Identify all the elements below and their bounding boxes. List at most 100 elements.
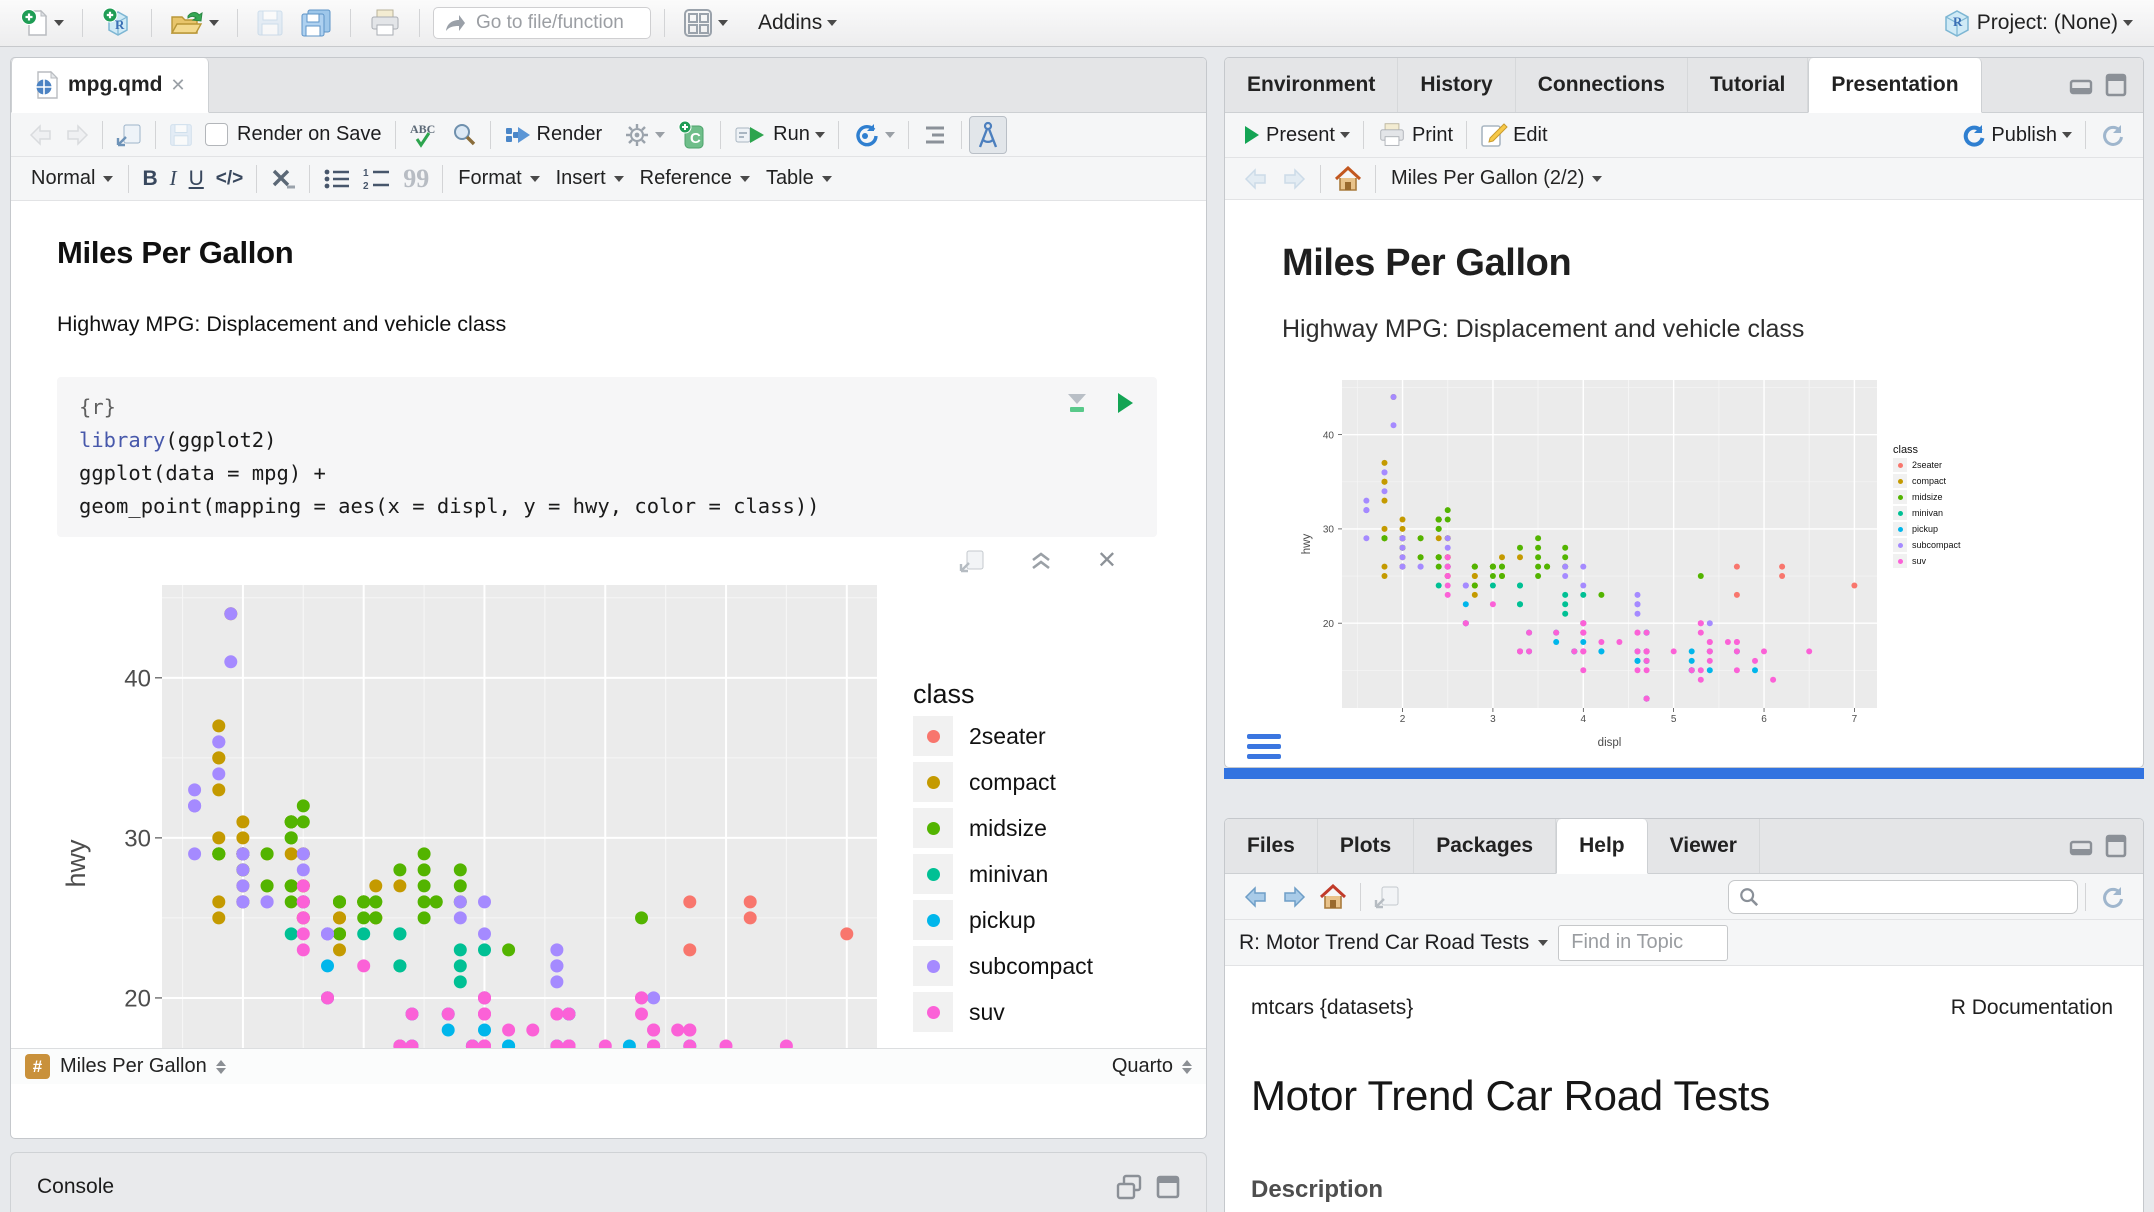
console-maximize-icon[interactable] bbox=[1156, 1175, 1180, 1199]
updown-icon bbox=[1182, 1060, 1192, 1074]
tab-tutorial[interactable]: Tutorial bbox=[1688, 58, 1808, 112]
pane-layout-button[interactable] bbox=[678, 5, 733, 41]
run-button[interactable]: Run bbox=[728, 119, 831, 151]
help-search-box[interactable] bbox=[1728, 880, 2078, 914]
slide-home-button[interactable] bbox=[1328, 162, 1368, 196]
render-on-save-checkbox[interactable]: Render on Save bbox=[199, 119, 388, 150]
project-menu[interactable]: R Project: (None) bbox=[1937, 5, 2138, 41]
blockquote-button[interactable]: 99 bbox=[397, 160, 435, 198]
visual-editor-toggle[interactable] bbox=[969, 116, 1007, 154]
collapse-output-icon[interactable] bbox=[1029, 550, 1053, 572]
save-all-button[interactable] bbox=[295, 5, 337, 41]
print-presentation-button[interactable]: Print bbox=[1371, 118, 1459, 152]
paragraph-style-menu[interactable]: Normal bbox=[23, 164, 121, 193]
toolbar-separator bbox=[961, 121, 962, 149]
publish-button[interactable]: Publish bbox=[1954, 118, 2078, 152]
render-button[interactable]: Render bbox=[498, 119, 609, 151]
legend-item-subcompact: subcompact bbox=[1893, 538, 1961, 552]
chevron-down-icon bbox=[827, 20, 837, 26]
editor-toolbar: Render on Save ABC Render bbox=[11, 113, 1206, 157]
reveal-menu-icon[interactable] bbox=[1247, 734, 1281, 759]
workspace-tabstrip: EnvironmentHistoryConnectionsTutorialPre… bbox=[1225, 58, 2143, 113]
help-content: mtcars {datasets} R Documentation Motor … bbox=[1225, 966, 2143, 1204]
tab-viewer[interactable]: Viewer bbox=[1648, 819, 1760, 873]
save-button[interactable] bbox=[251, 6, 289, 40]
rerun-button[interactable] bbox=[846, 118, 901, 152]
present-button[interactable]: Present bbox=[1237, 120, 1356, 151]
minimize-pane-icon[interactable] bbox=[2069, 836, 2093, 856]
chevron-down-icon bbox=[740, 176, 750, 182]
slide-forward-button[interactable] bbox=[1275, 164, 1313, 194]
tab-connections[interactable]: Connections bbox=[1516, 58, 1688, 112]
svg-text:6: 6 bbox=[1761, 714, 1767, 725]
popout-output-icon[interactable] bbox=[959, 549, 985, 573]
tab-mpg-qmd[interactable]: mpg.qmd ✕ bbox=[11, 58, 209, 113]
insert-chunk-button[interactable]: C bbox=[671, 116, 713, 154]
underline-button[interactable]: U bbox=[183, 163, 210, 195]
popout-editor-button[interactable] bbox=[110, 119, 148, 151]
insert-menu[interactable]: Insert bbox=[548, 164, 632, 193]
edit-presentation-button[interactable]: Edit bbox=[1474, 118, 1553, 152]
maximize-pane-icon[interactable] bbox=[2105, 834, 2127, 858]
clear-formatting-button[interactable] bbox=[264, 163, 302, 195]
tab-presentation[interactable]: Presentation bbox=[1808, 58, 1981, 113]
visual-editor-document[interactable]: Miles Per Gallon Highway MPG: Displaceme… bbox=[11, 201, 1206, 1048]
editor-status-bar: # Miles Per Gallon Quarto bbox=[11, 1048, 1206, 1084]
console-restore-icon[interactable] bbox=[1116, 1174, 1142, 1200]
r-code-chunk[interactable]: {r}library(ggplot2)ggplot(data = mpg) + … bbox=[57, 377, 1157, 537]
legend-label: minivan bbox=[969, 861, 1048, 888]
render-settings-button[interactable] bbox=[618, 118, 671, 152]
search-icon bbox=[1739, 887, 1759, 907]
help-back-button[interactable] bbox=[1237, 882, 1275, 912]
italic-button[interactable]: I bbox=[164, 162, 183, 195]
back-button[interactable] bbox=[23, 120, 59, 150]
tab-help[interactable]: Help bbox=[1556, 819, 1648, 874]
pane-buttons bbox=[2069, 819, 2143, 873]
bold-button[interactable]: B bbox=[136, 163, 163, 195]
new-file-button[interactable] bbox=[16, 5, 69, 41]
table-menu[interactable]: Table bbox=[758, 164, 840, 193]
gear-icon bbox=[624, 122, 650, 148]
help-popout-button[interactable] bbox=[1368, 881, 1406, 913]
goto-file-search[interactable] bbox=[433, 7, 651, 39]
section-jump-menu[interactable]: Miles Per Gallon bbox=[60, 1055, 226, 1078]
slide-select-menu[interactable]: Miles Per Gallon (2/2) bbox=[1383, 164, 1610, 193]
clear-output-icon[interactable]: ✕ bbox=[1097, 549, 1117, 573]
numbered-list-button[interactable]: 12 bbox=[357, 163, 397, 195]
find-in-topic-input[interactable] bbox=[1558, 925, 1728, 961]
help-forward-button[interactable] bbox=[1275, 882, 1313, 912]
minimize-pane-icon[interactable] bbox=[2069, 75, 2093, 95]
find-replace-button[interactable] bbox=[445, 118, 483, 152]
pane-splitter-highlight[interactable] bbox=[1224, 768, 2144, 779]
save-doc-button[interactable] bbox=[163, 119, 199, 151]
tab-history[interactable]: History bbox=[1398, 58, 1515, 112]
run-chunks-above-icon[interactable] bbox=[1065, 392, 1089, 414]
tab-files[interactable]: Files bbox=[1225, 819, 1318, 873]
document-outline-button[interactable] bbox=[916, 120, 954, 150]
print-icon bbox=[369, 8, 401, 38]
run-chunk-icon[interactable] bbox=[1115, 391, 1135, 415]
help-search-input[interactable] bbox=[1767, 885, 2067, 909]
open-file-button[interactable] bbox=[165, 6, 224, 40]
legend-item-pickup: pickup bbox=[913, 900, 1093, 940]
code-format-button[interactable]: </> bbox=[210, 164, 249, 194]
tab-packages[interactable]: Packages bbox=[1414, 819, 1556, 873]
help-topic-menu[interactable]: R: Motor Trend Car Road Tests bbox=[1239, 931, 1548, 955]
tab-environment[interactable]: Environment bbox=[1225, 58, 1398, 112]
maximize-pane-icon[interactable] bbox=[2105, 73, 2127, 97]
doc-type-menu[interactable]: Quarto bbox=[1112, 1055, 1192, 1078]
reference-menu[interactable]: Reference bbox=[632, 164, 758, 193]
forward-button[interactable] bbox=[59, 120, 95, 150]
refresh-presentation-button[interactable] bbox=[2093, 118, 2131, 152]
help-home-button[interactable] bbox=[1313, 880, 1353, 914]
addins-menu[interactable]: Addins bbox=[753, 8, 842, 38]
slide-back-button[interactable] bbox=[1237, 164, 1275, 194]
print-button[interactable] bbox=[364, 5, 406, 41]
tab-plots[interactable]: Plots bbox=[1318, 819, 1414, 873]
help-refresh-button[interactable] bbox=[2093, 880, 2131, 914]
bullet-list-button[interactable] bbox=[317, 164, 357, 194]
format-menu[interactable]: Format bbox=[450, 164, 547, 193]
new-project-button[interactable]: R bbox=[96, 4, 138, 42]
spellcheck-button[interactable]: ABC bbox=[403, 117, 445, 153]
close-tab-icon[interactable]: ✕ bbox=[171, 75, 186, 96]
